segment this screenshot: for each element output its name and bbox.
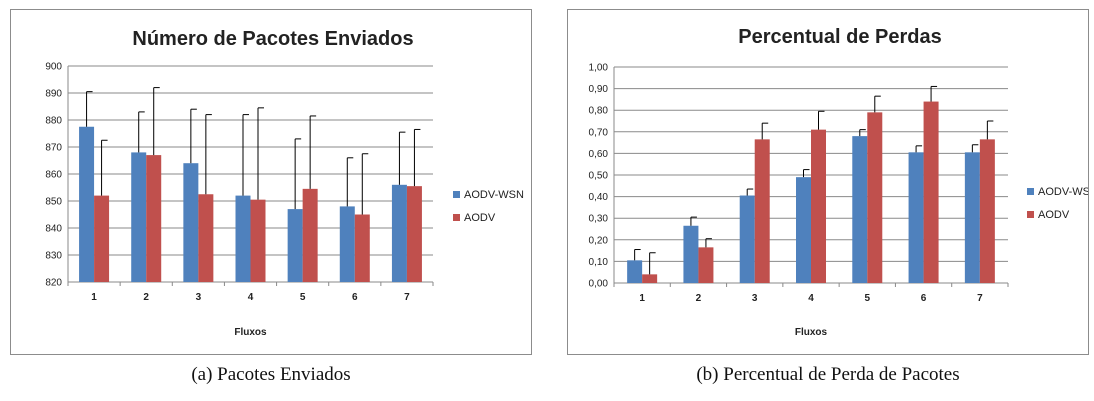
bar-aodv-wsn-7 — [964, 152, 980, 283]
bar-aodv-wsn-1 — [79, 126, 95, 282]
y-tick-label: 870 — [45, 143, 62, 154]
y-tick-label: 0,80 — [589, 106, 609, 117]
x-tick-label: 7 — [404, 292, 410, 303]
x-tick-label: 4 — [808, 293, 814, 304]
y-tick-label: 0,40 — [589, 192, 609, 203]
y-tick-label: 0,70 — [589, 127, 609, 138]
caption-packets-sent: (a) Pacotes Enviados — [191, 364, 351, 385]
bar-aodv-5 — [867, 112, 883, 283]
packets-sent-chart: Número de Pacotes Enviados 820 830 840 850 86… — [45, 28, 524, 338]
bar-aodv-2 — [698, 247, 714, 283]
bar-aodv-7 — [406, 186, 422, 282]
y-tick-label: 850 — [45, 197, 62, 208]
y-tick-label: 830 — [45, 251, 62, 262]
chart-title: Percentual de Perdas — [738, 26, 941, 48]
x-tick-label: 5 — [865, 293, 871, 304]
y-tick-label: 0,30 — [589, 214, 609, 225]
x-tick-label: 2 — [143, 292, 149, 303]
bar-aodv-5 — [302, 188, 318, 282]
bar-aodv-3 — [198, 194, 214, 282]
legend-swatch-aodv-wsn — [453, 191, 460, 198]
legend-swatch-aodv — [1027, 211, 1034, 218]
y-tick-label: 0,20 — [589, 235, 609, 246]
bar-aodv-wsn-4 — [796, 177, 811, 283]
legend-label-aodv: AODV — [1038, 209, 1070, 221]
y-tick-label: 880 — [45, 116, 62, 127]
bar-aodv-wsn-7 — [391, 184, 407, 282]
x-tick-label: 2 — [696, 293, 702, 304]
x-tick-label: 5 — [300, 292, 306, 303]
y-tick-label: 820 — [45, 278, 62, 289]
chart-title: Número de Pacotes Enviados — [132, 28, 413, 50]
x-tick-label: 6 — [352, 292, 358, 303]
loss-percentage-chart: Percentual de Perdas 0,00 0,10 0,20 0,30 0,40… — [589, 26, 1088, 338]
x-tick-label: 4 — [248, 292, 254, 303]
bar-aodv-2 — [146, 155, 162, 282]
x-axis-label: Fluxos — [795, 327, 828, 338]
legend-swatch-aodv — [453, 214, 460, 221]
x-tick-label: 3 — [752, 293, 758, 304]
bar-aodv-3 — [754, 139, 770, 283]
x-tick-label: 7 — [977, 293, 983, 304]
x-tick-label: 1 — [639, 293, 645, 304]
chart-panel-loss-percentage: Percentual de Perdas 0,00 0,10 0,20 0,30 0,40… — [567, 9, 1089, 355]
bar-aodv-wsn-3 — [183, 163, 199, 282]
x-tick-label: 1 — [91, 292, 97, 303]
bar-aodv-wsn-3 — [739, 195, 755, 283]
bar-aodv-7 — [979, 139, 995, 283]
caption-loss-percentage: (b) Percentual de Perda de Pacotes — [696, 364, 960, 385]
bar-aodv-1 — [642, 274, 658, 283]
bar-aodv-6 — [354, 214, 370, 282]
bar-aodv-6 — [923, 101, 939, 283]
y-tick-label: 0,00 — [589, 279, 609, 290]
x-tick-label: 3 — [196, 292, 202, 303]
y-tick-label: 0,50 — [589, 171, 609, 182]
x-tick-label: 6 — [921, 293, 927, 304]
y-tick-label: 860 — [45, 170, 62, 181]
bar-aodv-wsn-2 — [131, 152, 147, 282]
bar-aodv-wsn-4 — [235, 195, 251, 282]
bar-aodv-4 — [250, 199, 266, 282]
bar-aodv-4 — [811, 129, 826, 283]
bar-aodv-1 — [94, 195, 110, 282]
legend-swatch-aodv-wsn — [1027, 188, 1034, 195]
y-tick-label: 840 — [45, 224, 62, 235]
legend-label-aodv: AODV — [464, 212, 496, 224]
bar-aodv-wsn-2 — [683, 225, 699, 283]
chart-panel-packets-sent: Número de Pacotes Enviados 820 830 840 850 86… — [10, 9, 532, 355]
x-axis-label: Fluxos — [234, 327, 267, 338]
bar-aodv-wsn-6 — [339, 206, 355, 282]
bar-aodv-wsn-5 — [852, 136, 868, 283]
bar-aodv-wsn-6 — [908, 152, 924, 283]
y-tick-label: 1,00 — [589, 63, 609, 74]
y-tick-label: 0,90 — [589, 84, 609, 95]
y-tick-label: 890 — [45, 89, 62, 100]
y-tick-label: 900 — [45, 62, 62, 73]
y-tick-label: 0,60 — [589, 149, 609, 160]
legend-label-aodv-wsn: AODV-WSN — [1038, 186, 1088, 198]
bar-aodv-wsn-1 — [627, 260, 643, 283]
legend-label-aodv-wsn: AODV-WSN — [464, 189, 524, 201]
bar-aodv-wsn-5 — [287, 209, 303, 282]
y-tick-label: 0,10 — [589, 257, 609, 268]
